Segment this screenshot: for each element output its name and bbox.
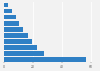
Bar bbox=[4, 3, 8, 7]
Bar bbox=[4, 21, 19, 25]
Bar bbox=[4, 9, 12, 13]
Bar bbox=[4, 33, 28, 38]
Bar bbox=[4, 45, 37, 50]
Bar bbox=[4, 51, 44, 56]
Bar bbox=[4, 39, 32, 44]
Bar bbox=[4, 15, 16, 19]
Bar bbox=[4, 27, 23, 32]
Bar bbox=[4, 57, 86, 62]
